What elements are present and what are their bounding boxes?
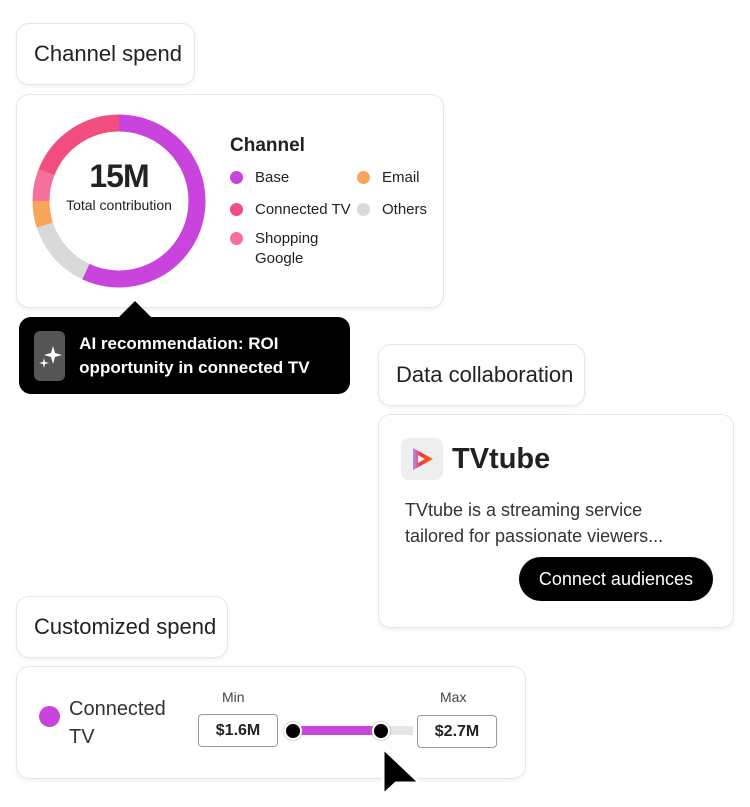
legend-item-others: Others xyxy=(357,200,427,220)
slider-min-handle[interactable] xyxy=(284,722,302,740)
channel-spend-title: Channel spend xyxy=(34,41,183,66)
tvtube-card: TVtube TVtube is a streaming service tai… xyxy=(379,415,733,627)
donut-segment-base[interactable] xyxy=(82,114,206,288)
legend-dot xyxy=(230,171,243,184)
legend-dot xyxy=(357,203,370,216)
legend-dot xyxy=(230,203,243,216)
donut-segment-shopping-google[interactable] xyxy=(32,169,55,202)
slider-fill xyxy=(293,726,381,735)
ai-recommendation-tooltip[interactable]: AI recommendation: ROI opportunity in co… xyxy=(19,301,350,394)
min-label: Min xyxy=(222,689,245,705)
donut-chart xyxy=(32,114,206,288)
legend-label: Others xyxy=(382,201,428,218)
data-collaboration-title: Data collaboration xyxy=(396,362,574,387)
legend-label: Connected TV xyxy=(255,201,351,218)
legend-label: Base xyxy=(255,169,290,186)
channel-spend-label: Channel spend xyxy=(17,24,194,84)
donut-center: 15M Total contribution xyxy=(39,158,199,213)
legend-dot xyxy=(230,232,243,245)
channel-name: Connected TV xyxy=(69,698,166,748)
legend-label: Shopping Google xyxy=(255,230,319,267)
tvtube-logo-icon xyxy=(401,438,443,480)
ai-recommendation-text: AI recommendation: ROI opportunity in co… xyxy=(79,333,310,377)
legend-item-email: Email xyxy=(357,168,420,188)
legend-dot xyxy=(357,171,370,184)
legend-item-base: Base xyxy=(230,168,289,188)
donut-segment-others[interactable] xyxy=(36,222,90,280)
brand-name: TVtube xyxy=(452,443,551,475)
donut-segment-email[interactable] xyxy=(32,200,53,228)
channel-dot xyxy=(39,706,60,727)
total-value: 15M xyxy=(89,158,149,194)
legend-item-connected-tv: Connected TV xyxy=(230,200,351,220)
donut-segment-connected-tv[interactable] xyxy=(38,114,120,176)
customized-spend-label: Customized spend xyxy=(17,597,227,657)
sparkles-icon xyxy=(34,330,66,381)
slider-max-handle[interactable] xyxy=(371,722,390,740)
data-collaboration-label: Data collaboration xyxy=(379,345,584,405)
max-value-field[interactable]: $2.7M xyxy=(417,715,497,748)
legend-item-shopping-google: Shopping Google xyxy=(230,229,340,269)
connect-audiences-button[interactable]: Connect audiences xyxy=(518,557,713,601)
min-value-field[interactable]: $1.6M xyxy=(198,714,278,747)
mouse-cursor-icon xyxy=(381,746,422,797)
legend-label: Email xyxy=(382,169,420,186)
legend-title: Channel xyxy=(230,135,305,156)
total-label: Total contribution xyxy=(66,197,172,213)
brand-description: TVtube is a streaming service tailored f… xyxy=(405,500,664,546)
max-label: Max xyxy=(440,689,467,705)
customized-spend-title: Customized spend xyxy=(34,614,217,639)
customized-spend-card: Connected TV Min Max $1.6M $2.7M xyxy=(17,667,525,778)
